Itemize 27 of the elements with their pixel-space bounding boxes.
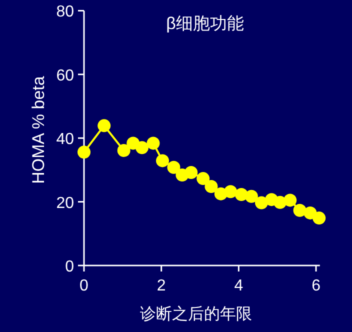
x-tick-label: 2 <box>156 278 166 294</box>
x-axis-title: 诊断之后的年限 <box>140 305 252 323</box>
point <box>98 119 111 132</box>
y-tick-label: 0 <box>65 258 74 276</box>
point <box>244 190 258 203</box>
point <box>78 146 90 159</box>
point <box>167 160 180 174</box>
x-tick-label: 4 <box>234 278 244 294</box>
point <box>284 194 297 207</box>
point <box>196 172 210 186</box>
point <box>224 185 238 198</box>
y-tick-label: 80 <box>56 4 74 21</box>
point <box>156 154 169 168</box>
point <box>293 204 306 217</box>
y-tick-label: 60 <box>56 67 74 84</box>
point <box>312 212 326 225</box>
point <box>146 136 160 150</box>
y-axis-title: HOMA % beta <box>29 76 48 184</box>
chart-title: β细胞功能 <box>166 14 244 33</box>
point <box>117 144 130 158</box>
point <box>204 180 218 194</box>
x-tick-label: 6 <box>312 278 321 294</box>
x-tick-label: 0 <box>80 278 89 294</box>
y-tick-label: 20 <box>56 194 74 212</box>
point <box>184 166 198 179</box>
y-tick-label: 40 <box>56 131 74 148</box>
point <box>136 141 149 154</box>
